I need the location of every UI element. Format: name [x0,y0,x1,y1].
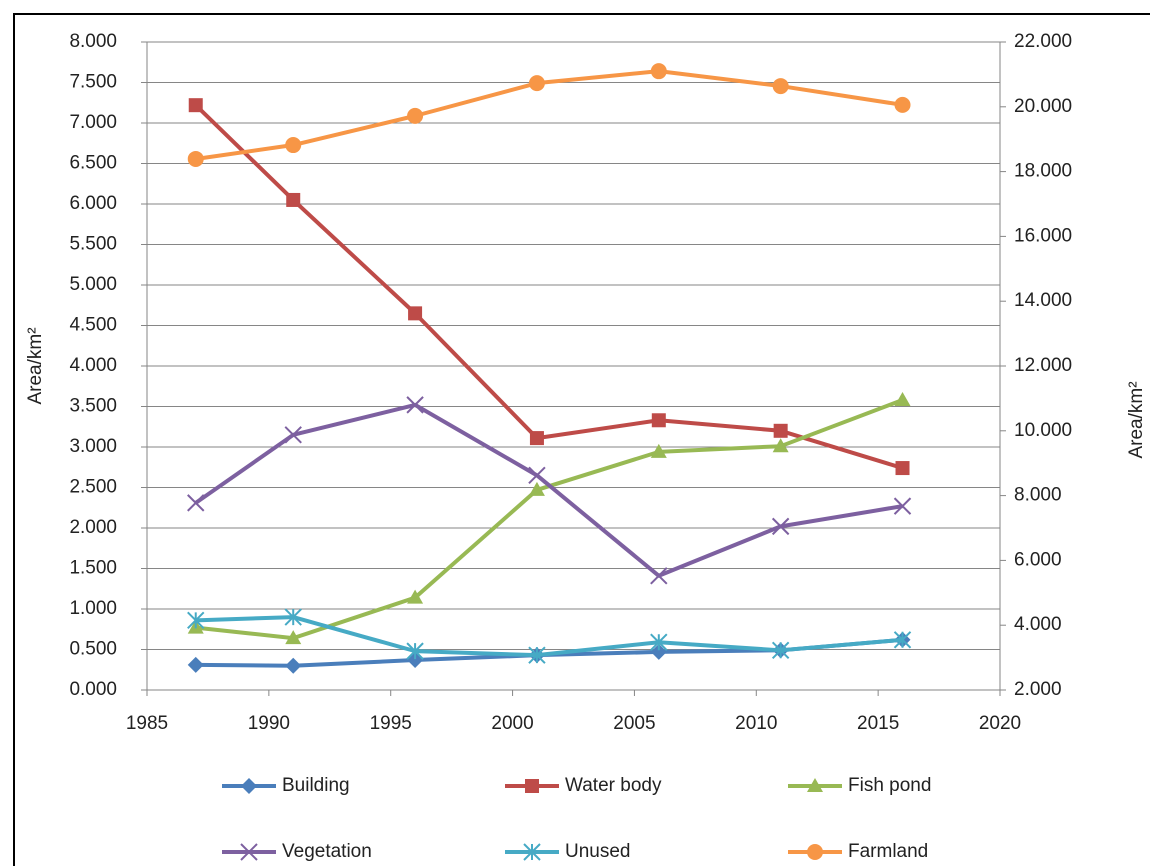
y2-tick-label: 8.000 [1014,485,1062,506]
legend-label: Fish pond [848,775,931,796]
x-tick-label: 1995 [370,713,412,734]
marker [285,137,302,154]
marker [650,443,667,458]
marker [528,75,545,92]
y-tick-label: 2.500 [69,477,117,498]
marker [285,657,302,674]
marker [807,778,823,792]
y-tick-label: 6.000 [69,193,117,214]
marker [651,413,666,428]
x-tick-label: 1985 [126,713,168,734]
marker [187,611,205,630]
y2-tick-label: 6.000 [1014,549,1062,570]
marker [772,78,789,95]
marker [650,567,668,585]
y-tick-label: 5.500 [69,234,117,255]
marker [893,631,912,649]
x-tick-label: 2020 [979,713,1021,734]
marker [285,630,302,645]
marker [650,643,667,660]
legend-label: Unused [565,841,631,862]
marker [893,497,912,515]
legend-label: Building [282,775,350,796]
marker [187,150,204,167]
marker [407,589,424,604]
marker [407,107,424,124]
marker [408,306,423,321]
series-line [194,402,903,578]
y-tick-label: 0.500 [69,639,117,660]
marker [241,778,257,794]
y-tick-label: 0.000 [69,679,117,700]
y2-tick-label: 20.000 [1014,96,1072,117]
series-line [194,103,904,470]
y2-tick-label: 16.000 [1014,225,1072,246]
legend-label: Vegetation [282,841,372,862]
marker [406,396,424,414]
y-axis-label: Area/km² [25,327,46,404]
y-tick-label: 4.500 [69,315,117,336]
marker [807,844,823,860]
y-tick-label: 2.000 [69,517,117,538]
series-line [195,69,903,161]
y2-tick-label: 14.000 [1014,290,1072,311]
y-tick-label: 1.000 [69,598,117,619]
y2-tick-label: 2.000 [1014,679,1062,700]
legend-label: Farmland [848,841,928,862]
marker [771,517,790,536]
marker [771,641,790,660]
y-tick-label: 1.500 [69,558,117,579]
y2-tick-label: 18.000 [1014,161,1072,182]
marker [187,656,204,673]
y2-tick-label: 4.000 [1014,614,1062,635]
y2-axis-label: Area/km² [1126,381,1147,458]
x-tick-label: 2000 [491,713,533,734]
marker [894,96,911,113]
marker [650,633,668,651]
marker [187,494,205,512]
marker [895,461,910,476]
x-tick-label: 2015 [857,713,899,734]
marker [284,608,302,626]
marker [525,779,539,793]
x-tick-label: 2010 [735,713,777,734]
marker [773,423,788,438]
y2-tick-label: 12.000 [1014,355,1072,376]
marker [406,642,424,660]
y-tick-label: 4.000 [69,355,117,376]
legend-label: Water body [565,775,662,796]
marker [650,63,667,80]
y-tick-label: 3.500 [69,396,117,417]
marker [894,392,911,407]
marker [284,426,302,444]
y2-tick-label: 10.000 [1014,420,1072,441]
x-tick-label: 1990 [248,713,290,734]
marker [528,466,546,485]
y-tick-label: 3.000 [69,436,117,457]
y2-tick-label: 22.000 [1014,31,1072,52]
marker [523,843,541,861]
x-tick-label: 2005 [613,713,655,734]
y-tick-label: 7.500 [69,72,117,93]
marker [286,192,301,207]
y-tick-label: 7.000 [69,112,117,133]
marker [240,843,258,861]
marker [528,481,545,496]
marker [529,431,544,446]
marker [188,98,203,113]
marker [772,438,789,453]
frame [13,13,1150,866]
y-tick-label: 8.000 [69,31,117,52]
marker [528,646,546,664]
y-tick-label: 5.000 [69,274,117,295]
y-tick-label: 6.500 [69,153,117,174]
